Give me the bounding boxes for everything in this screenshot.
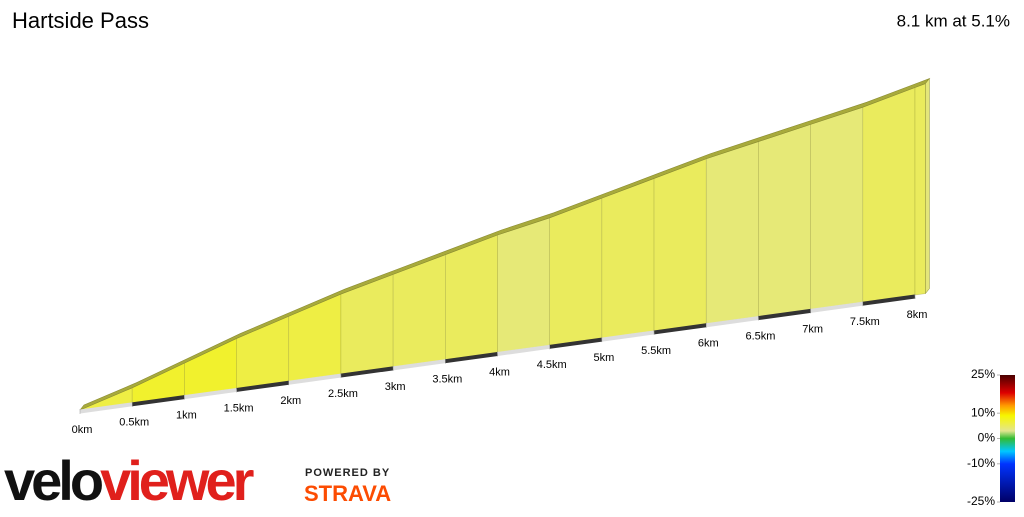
- colorbar: [1000, 375, 1015, 502]
- gradient-segment: [497, 217, 550, 353]
- distance-band: [810, 301, 864, 313]
- distance-band: [340, 366, 394, 378]
- distance-band: [705, 316, 759, 328]
- x-tick-label: 3.5km: [432, 374, 462, 386]
- x-tick-label: 2.5km: [328, 388, 358, 400]
- gradient-segment: [288, 293, 342, 382]
- x-tick-label: 7km: [802, 323, 823, 335]
- x-tick-label: 4km: [489, 366, 510, 378]
- distance-band: [862, 294, 916, 306]
- colorbar-label: 25%: [971, 367, 995, 381]
- x-tick-label: 1km: [176, 410, 197, 422]
- distance-band: [288, 373, 342, 385]
- gradient-segment: [184, 337, 237, 396]
- distance-band: [758, 308, 811, 321]
- logo-part: viewer: [100, 449, 254, 512]
- logo-part: velo: [4, 449, 103, 512]
- gradient-segment: [705, 141, 759, 325]
- x-tick-label: 6.5km: [745, 330, 775, 342]
- logo: veloviewer: [4, 449, 254, 512]
- colorbar-label: -10%: [967, 456, 995, 470]
- gradient-segment: [445, 234, 498, 361]
- distance-band: [549, 337, 603, 349]
- x-tick-label: 2km: [280, 395, 301, 407]
- x-tick-label: 5.5km: [641, 345, 671, 357]
- gradient-segment: [862, 87, 916, 303]
- distance-band: [601, 330, 655, 342]
- x-tick-label: 7.5km: [850, 316, 880, 328]
- gradient-segment: [601, 178, 655, 339]
- colorbar-label: -25%: [967, 494, 995, 508]
- distance-band: [445, 352, 498, 364]
- gradient-segment: [549, 197, 603, 346]
- colorbar-label: 10%: [971, 405, 995, 419]
- chart-title: Hartside Pass: [12, 8, 149, 33]
- strava-logo: STRAVA: [304, 481, 391, 506]
- x-tick-label: 8km: [907, 309, 928, 321]
- x-tick-label: 1.5km: [224, 402, 254, 414]
- distance-band: [236, 380, 290, 392]
- gradient-segment: [810, 106, 864, 310]
- x-tick-label: 5km: [593, 352, 614, 364]
- chart-subtitle: 8.1 km at 5.1%: [897, 11, 1010, 30]
- x-tick-label: 3km: [385, 381, 406, 393]
- distance-band: [79, 402, 133, 414]
- x-tick-label: 0km: [72, 424, 93, 436]
- distance-band: [392, 359, 446, 371]
- x-tick-label: 4.5km: [537, 359, 567, 371]
- gradient-segment: [758, 123, 811, 317]
- colorbar-label: 0%: [978, 431, 996, 445]
- gradient-segment: [653, 158, 707, 332]
- gradient-segment: [914, 83, 926, 296]
- distance-band: [131, 395, 185, 407]
- powered-by: POWERED BY: [305, 467, 390, 479]
- distance-band: [184, 387, 237, 400]
- distance-band: [653, 323, 707, 335]
- x-tick-label: 0.5km: [119, 417, 149, 429]
- x-tick-label: 6km: [698, 338, 719, 350]
- profile-end-face: [925, 77, 930, 295]
- distance-band: [497, 344, 550, 356]
